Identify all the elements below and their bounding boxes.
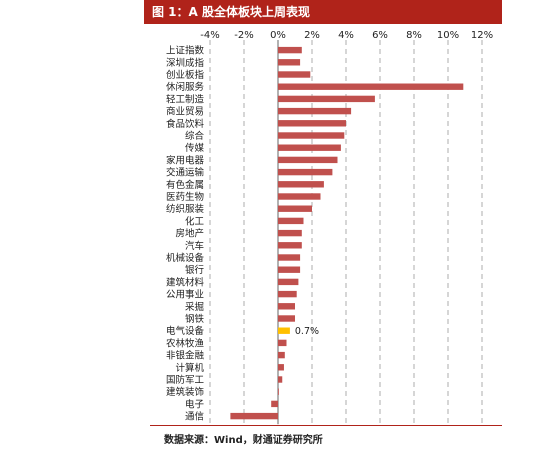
category-label: 农林牧渔 [166,337,205,349]
category-label: 非银金融 [166,350,205,362]
category-label: 休闲服务 [166,81,205,93]
bar [278,364,284,371]
bar [278,339,287,347]
bar [278,327,290,334]
x-tick-label: 4% [338,30,354,41]
category-label: 化工 [185,215,205,227]
bar [278,156,338,164]
data-label: 0.7% [295,326,319,337]
x-tick-label: -2% [234,30,253,41]
bar [278,315,295,322]
category-label: 传媒 [185,142,205,154]
x-tick-label: 0% [270,30,286,41]
bar [278,144,341,151]
bar [278,168,333,176]
bar [230,412,278,420]
category-label: 综合 [185,130,205,142]
bar [278,303,295,310]
bar [278,376,283,383]
category-label: 上证指数 [166,45,205,57]
x-tick-label: -4% [200,30,219,41]
category-label: 创业板指 [166,69,205,81]
category-label: 轻工制造 [166,93,205,105]
x-tick-label: 10% [437,30,459,41]
bar [278,107,352,115]
category-label: 机械设备 [166,252,205,264]
category-label: 纺织服装 [166,203,205,215]
category-label: 建筑材料 [166,276,205,288]
bar [278,388,279,395]
source-note: 数据来源：Wind，财通证券研究所 [164,435,323,446]
category-label: 通信 [185,411,204,423]
bar [278,205,312,212]
x-tick-label: 12% [471,30,493,41]
category-label: 房地产 [175,228,204,240]
bar [278,229,302,237]
category-label: 采掘 [185,301,204,313]
category-label: 国防军工 [166,374,205,386]
bar [278,290,297,298]
bar [278,254,301,261]
bar [271,400,278,408]
category-label: 医药生物 [166,191,205,203]
category-label: 交通运输 [166,167,205,179]
bar [278,193,321,200]
category-label: 计算机 [175,362,204,374]
bar [278,95,375,103]
category-label: 电子 [185,398,205,410]
bar [278,83,464,90]
category-label: 汽车 [185,240,204,252]
category-label: 银行 [185,264,205,276]
bar [278,59,301,66]
category-label: 公用事业 [166,289,204,301]
category-label: 电气设备 [166,325,205,337]
x-tick-label: 6% [372,30,388,41]
category-label: 深圳成指 [166,57,205,69]
bar [278,351,285,359]
bar [278,181,324,188]
x-tick-label: 2% [304,30,320,41]
bar [278,266,301,273]
bar [278,46,302,54]
category-label: 商业贸易 [166,106,204,118]
bar [278,132,345,139]
category-label: 家用电器 [166,154,205,166]
chart-title: 图 1：A 股全体板块上周表现 [152,5,310,19]
bar [278,217,304,225]
chart-title-bar: 图 1：A 股全体板块上周表现 [144,0,502,24]
category-label: 建筑装饰 [166,386,204,398]
bar [278,120,346,127]
category-label: 食品饮料 [166,118,205,130]
category-label: 有色金属 [166,179,204,191]
x-tick-label: 8% [406,30,422,41]
category-label: 钢铁 [185,313,205,325]
bar [278,71,311,78]
bar [278,242,302,249]
bar [278,278,299,286]
bottom-divider [150,425,502,426]
